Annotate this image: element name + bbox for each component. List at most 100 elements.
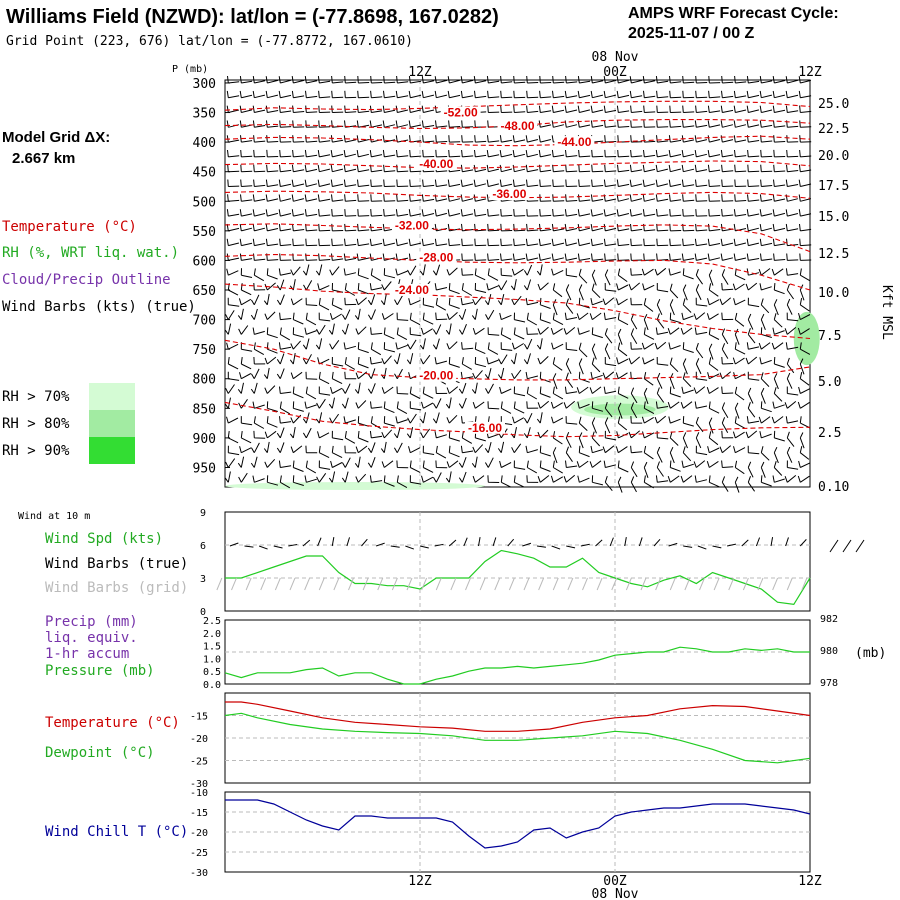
wind-barb (252, 120, 266, 128)
wind-barb (695, 269, 704, 285)
wind-barb (315, 264, 323, 276)
wind-barb (421, 475, 434, 483)
wind-barb (682, 284, 688, 301)
wind-barb (487, 268, 499, 281)
wind-barb (344, 283, 356, 296)
wind-barb (458, 324, 467, 335)
wind-barb (289, 427, 296, 439)
wind-barb (734, 149, 747, 158)
wind-barb (396, 164, 409, 173)
wind-barb (278, 179, 292, 187)
wind-barb (304, 149, 318, 158)
wind-barb (565, 446, 573, 462)
wind-barb (421, 238, 435, 247)
wind-barb (786, 283, 795, 300)
wind-barb (500, 90, 513, 99)
wind-barb (786, 431, 795, 447)
wind-barb (720, 149, 734, 158)
wind-barb (447, 90, 461, 99)
wind-barb (523, 338, 533, 350)
wind-barb (473, 179, 487, 187)
wind-barb (370, 194, 383, 202)
wind-barb (551, 268, 564, 276)
wind-barb (525, 445, 538, 454)
wind-barb (370, 75, 383, 84)
wind-barb (603, 209, 617, 217)
wind-barb (591, 475, 604, 486)
wind-barb (224, 323, 232, 335)
wind-barb (525, 253, 539, 261)
wind-barb (435, 120, 448, 128)
wind-barb (758, 416, 771, 424)
wind-barb (253, 430, 266, 439)
wind-barb (746, 105, 760, 113)
wind-barb (617, 402, 623, 419)
wind-barb (407, 265, 417, 276)
wind-barb-grid (786, 577, 793, 591)
wind-barb (604, 417, 611, 434)
wind-barb (448, 120, 461, 128)
wind-barb (642, 76, 656, 84)
wind-barb (590, 224, 604, 232)
wind-barb (472, 475, 485, 483)
temperature-contour (224, 401, 811, 438)
wind-barb (603, 179, 617, 187)
wind-barb (708, 401, 720, 414)
wind-barb (721, 209, 734, 217)
wind-barb (526, 401, 539, 409)
wind-barb (432, 324, 442, 335)
wind-chill-panel (224, 791, 811, 873)
wind-barb (331, 90, 344, 99)
wind-barb-true (244, 545, 254, 548)
wind-barb-grid (318, 577, 325, 591)
wind-barb (253, 342, 265, 356)
wind-barb (786, 164, 799, 173)
wind-barb (538, 105, 552, 113)
wind-barb-true (331, 537, 335, 547)
wind-barb (563, 400, 576, 409)
wind-barb (276, 368, 285, 379)
wind-barb-grid (772, 577, 779, 591)
legend-wind-at-10m: Wind at 10 m (18, 511, 90, 522)
pressure-panel (224, 619, 811, 685)
wind-barb (356, 150, 370, 158)
wind-barb (263, 441, 270, 453)
wind-barb (238, 298, 252, 306)
wind-barb (681, 386, 694, 394)
wind-barb-true (229, 542, 239, 547)
wind-barb (239, 238, 253, 247)
temperature-contour (224, 339, 811, 381)
wind-tick-label: 0 (200, 607, 206, 618)
wind-barb (305, 238, 318, 247)
wind-barb-grid (421, 577, 428, 591)
wind-barb (578, 164, 591, 173)
wind-barb (227, 194, 240, 202)
contour-label-bg (554, 136, 595, 149)
wind-barb (316, 473, 327, 483)
wind-barb (695, 358, 702, 375)
page-title: Williams Field (NZWD): lat/lon = (-77.86… (6, 6, 499, 28)
wind-barb (707, 253, 721, 261)
wind-barb (616, 90, 630, 99)
temperature-contour (224, 253, 811, 291)
wind-barb (513, 209, 526, 217)
wind-barb (551, 223, 565, 232)
wind-barb (786, 386, 799, 396)
wind-barb (656, 461, 664, 477)
wind-barb (239, 224, 253, 232)
legend-precip-liq: liq. equiv. (45, 630, 138, 646)
wind-barb (448, 356, 460, 368)
wind-barb (746, 253, 760, 261)
wind-barb (773, 120, 786, 128)
wind-barb (786, 149, 799, 158)
wind-barb (511, 342, 524, 350)
wind-barb (344, 75, 357, 84)
contour-label: -32.00 (395, 218, 429, 232)
wind-barb (537, 326, 549, 335)
wind-barb-grid (655, 577, 662, 591)
wind-barb (485, 383, 494, 394)
wind-barb (604, 328, 613, 344)
wind-barb (706, 460, 719, 468)
wind-barb (721, 343, 729, 359)
wind-barb (591, 357, 601, 373)
